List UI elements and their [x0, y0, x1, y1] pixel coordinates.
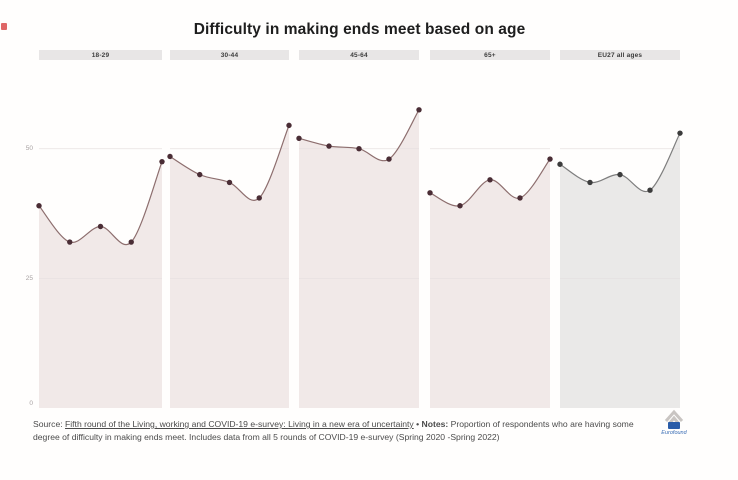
panel-header-eu27: EU27 all ages — [560, 50, 680, 60]
data-point-18-29-r1 — [36, 203, 42, 209]
area-fill — [430, 159, 550, 408]
data-point-EU27 all ages-r1 — [557, 161, 563, 167]
data-point-65+-r1 — [427, 190, 433, 196]
data-point-45-64-r3 — [356, 146, 362, 152]
data-point-45-64-r1 — [296, 135, 302, 142]
data-point-EU27 all ages-r3 — [617, 171, 623, 178]
data-point-45-64-r5 — [416, 107, 422, 113]
y-tick-25: 25 — [25, 275, 33, 282]
chart-area-30-44 — [167, 122, 292, 408]
data-point-45-64-r2 — [326, 143, 332, 149]
panel-65plus: 65+ — [427, 50, 553, 408]
chart-title: Difficulty in making ends meet based on … — [193, 21, 526, 38]
panel-header-45-64: 45-64 — [299, 50, 419, 60]
notes-label: Notes: — [421, 419, 449, 429]
data-point-30-44-r2 — [197, 171, 203, 178]
area-fill — [299, 109, 419, 409]
data-point-18-29-r3 — [97, 223, 104, 230]
eurofound-logo: Eurofound — [652, 409, 696, 447]
panel-header-18-29: 18-29 — [39, 50, 162, 60]
notes-text: Proportion of respondents who are having… — [33, 419, 634, 443]
panel-header-65plus: 65+ — [430, 50, 550, 60]
source-prefix: Source: — [33, 419, 66, 429]
footer-caption: Source: Fifth round of the Living, worki… — [33, 418, 648, 445]
data-point-65+-r5 — [547, 156, 553, 162]
panel-30-44: 30-44 — [167, 50, 292, 408]
y-tick-0: 0 — [29, 400, 33, 407]
data-point-EU27 all ages-r4 — [647, 187, 653, 193]
y-tick-50: 50 — [25, 145, 33, 152]
data-point-18-29-r2 — [67, 239, 73, 245]
data-point-18-29-r4 — [128, 239, 134, 245]
screen-artifact-red-mark — [1, 23, 7, 30]
area-fill — [170, 125, 289, 408]
panel-18-29: 18-29 — [36, 50, 165, 408]
chart-area-18-29 — [36, 148, 165, 408]
data-point-EU27 all ages-r2 — [587, 179, 593, 186]
chart-area-45-64 — [296, 107, 422, 409]
area-fill — [39, 161, 162, 408]
chart-area-65plus — [427, 148, 553, 408]
data-point-30-44-r1 — [167, 153, 173, 160]
source-link[interactable]: Fifth round of the Living, working and C… — [65, 419, 414, 429]
data-point-45-64-r4 — [386, 156, 392, 162]
data-point-30-44-r3 — [226, 179, 233, 186]
data-point-30-44-r4 — [256, 195, 262, 201]
eurofound-logo-text: Eurofound — [661, 430, 687, 436]
data-point-EU27 all ages-r5 — [677, 130, 683, 136]
data-point-30-44-r5 — [286, 122, 292, 129]
data-point-65+-r4 — [517, 195, 523, 201]
panel-header-30-44: 30-44 — [170, 50, 289, 60]
separator-bullet: • — [413, 419, 422, 429]
chart-area-eu27 — [557, 130, 683, 408]
panel-45-64: 45-64 — [296, 50, 422, 409]
panel-eu27: EU27 all ages — [557, 50, 683, 408]
eurofound-logo-icon — [664, 409, 684, 429]
area-fill — [560, 133, 680, 408]
data-point-65+-r2 — [457, 203, 463, 209]
data-point-18-29-r5 — [159, 158, 165, 165]
data-point-65+-r3 — [487, 177, 493, 183]
